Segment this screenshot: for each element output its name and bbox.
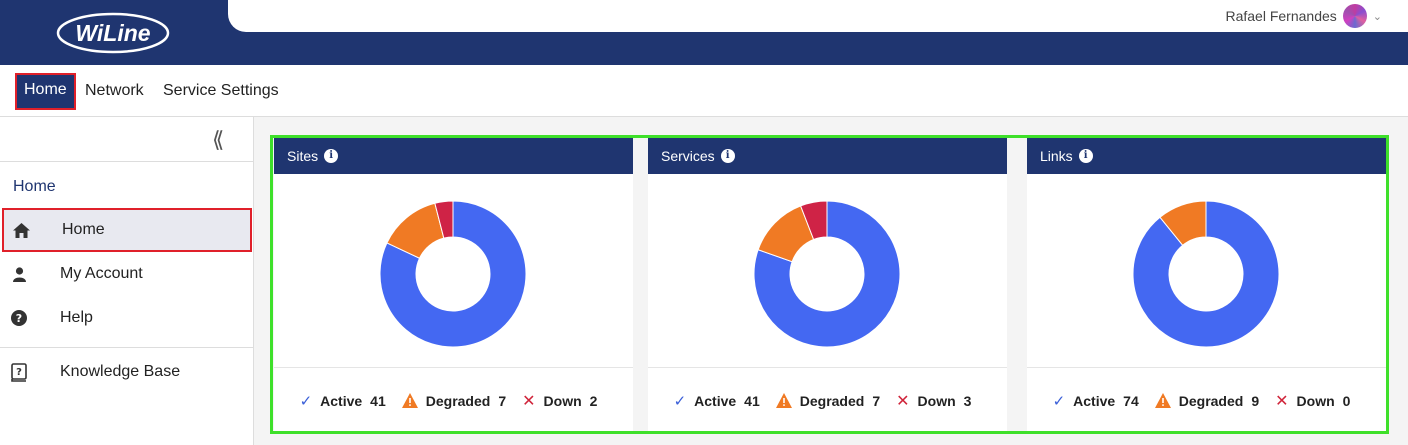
legend-label: Down	[543, 392, 582, 409]
info-icon[interactable]: i	[324, 148, 339, 163]
sites-card: Sites i ✓ Active 41 Degraded 7 ✕ Down 2	[274, 137, 633, 433]
active-segment[interactable]	[753, 200, 901, 348]
user-name: Rafael Fernandes	[1225, 8, 1337, 24]
down-count: 0	[1342, 392, 1351, 409]
nav-service-settings[interactable]: Service Settings	[163, 82, 279, 99]
chevron-down-icon[interactable]: ⌄	[1372, 10, 1382, 23]
card-title: Services	[661, 147, 715, 164]
legend-label: Active	[694, 392, 737, 409]
down-segment[interactable]	[799, 200, 828, 241]
active-count: 41	[370, 392, 386, 409]
user-icon	[2, 266, 60, 282]
legend-label: Down	[1296, 392, 1335, 409]
collapse-sidebar-icon[interactable]: ⟪	[212, 127, 225, 152]
warning-icon	[775, 393, 792, 408]
active-segment[interactable]	[379, 200, 527, 348]
info-icon[interactable]: i	[720, 148, 735, 163]
close-icon: ✕	[896, 392, 910, 410]
sidebar-divider	[0, 347, 254, 348]
info-icon[interactable]: i	[1078, 148, 1093, 163]
check-icon: ✓	[299, 392, 313, 410]
help-icon: ?	[2, 310, 60, 326]
links-donut-chart[interactable]	[1131, 199, 1281, 349]
check-icon: ✓	[1052, 392, 1066, 410]
close-icon: ✕	[522, 392, 536, 410]
book-icon: ?	[2, 362, 60, 382]
sites-donut-chart[interactable]	[378, 199, 528, 349]
check-icon: ✓	[673, 392, 687, 410]
legend-label: Degraded	[425, 392, 491, 409]
sidebar-item-label: My Account	[60, 265, 143, 282]
card-header: Services i	[648, 137, 1007, 174]
sidebar-divider	[0, 161, 254, 162]
sidebar-item-knowledge-base[interactable]: ? Knowledge Base	[2, 350, 252, 394]
avatar[interactable]	[1342, 4, 1367, 28]
down-segment[interactable]	[434, 200, 454, 239]
svg-text:?: ?	[16, 312, 22, 325]
degraded-count: 7	[498, 392, 507, 409]
down-count: 3	[963, 392, 972, 409]
sidebar-section-title: Home	[13, 178, 56, 195]
services-card: Services i ✓ Active 41 Degraded 7 ✕ Down 3	[648, 137, 1007, 433]
wiline-logo[interactable]: WiLine	[56, 12, 170, 54]
main-nav: Home Network Service Settings	[0, 65, 1408, 117]
links-card: Links i ✓ Active 74 Degraded 9 ✕ Down 0	[1027, 137, 1386, 433]
active-segment[interactable]	[1132, 200, 1280, 348]
card-legend: ✓ Active 41 Degraded 7 ✕ Down 3	[648, 367, 1007, 433]
legend-label: Degraded	[1178, 392, 1244, 409]
card-header: Links i	[1027, 137, 1386, 174]
degraded-count: 7	[872, 392, 881, 409]
sidebar: ⟪ Home Home My Account ? Help ? Knowledg…	[0, 117, 254, 445]
sidebar-item-help[interactable]: ? Help	[2, 296, 252, 340]
close-icon: ✕	[1275, 392, 1289, 410]
svg-text:?: ?	[16, 367, 22, 378]
warning-icon	[401, 393, 418, 408]
card-title: Sites	[287, 147, 319, 164]
legend-label: Active	[320, 392, 363, 409]
header-user-bar: Rafael Fernandes ⌄	[228, 0, 1408, 32]
card-legend: ✓ Active 41 Degraded 7 ✕ Down 2	[274, 367, 633, 433]
down-count: 2	[589, 392, 598, 409]
sidebar-item-home[interactable]: Home	[2, 208, 252, 252]
sidebar-item-label: Help	[60, 309, 93, 326]
active-count: 74	[1123, 392, 1139, 409]
logo-text: WiLine	[75, 20, 150, 46]
card-title: Links	[1040, 147, 1073, 164]
degraded-segment[interactable]	[1159, 200, 1207, 246]
warning-icon	[1154, 393, 1171, 408]
nav-home[interactable]: Home	[15, 73, 76, 110]
sidebar-item-label: Knowledge Base	[60, 363, 181, 380]
nav-network[interactable]: Network	[85, 82, 144, 99]
home-icon	[4, 222, 62, 238]
services-donut-chart[interactable]	[752, 199, 902, 349]
legend-label: Active	[1073, 392, 1116, 409]
legend-label: Degraded	[799, 392, 865, 409]
sidebar-item-my-account[interactable]: My Account	[2, 252, 252, 296]
degraded-count: 9	[1251, 392, 1260, 409]
sidebar-item-label: Home	[62, 221, 105, 238]
card-legend: ✓ Active 74 Degraded 9 ✕ Down 0	[1027, 367, 1386, 433]
card-header: Sites i	[274, 137, 633, 174]
user-menu[interactable]: Rafael Fernandes ⌄	[1225, 4, 1382, 28]
active-count: 41	[744, 392, 760, 409]
legend-label: Down	[917, 392, 956, 409]
